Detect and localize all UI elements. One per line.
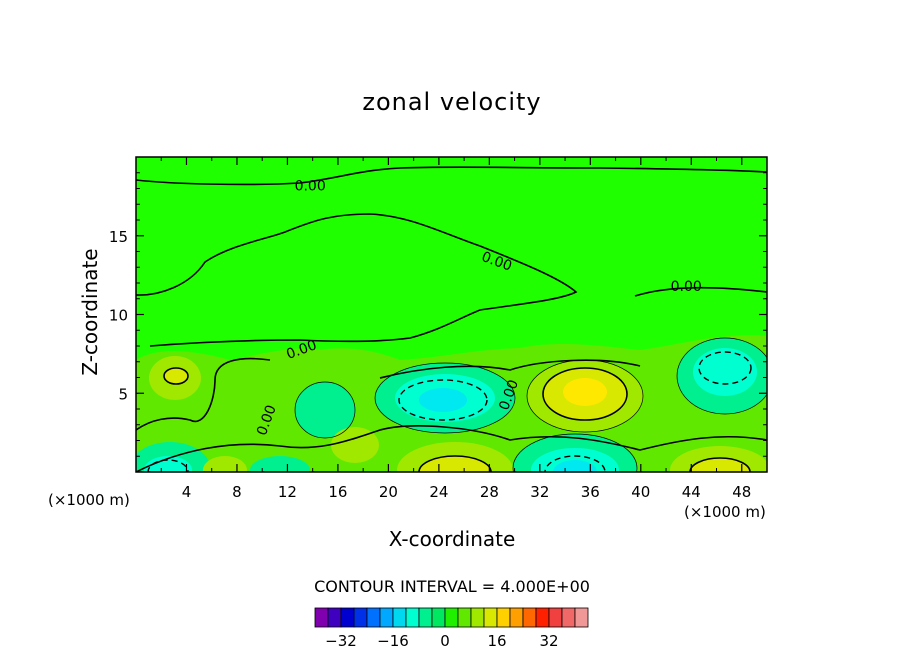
colorbar-swatch xyxy=(405,607,420,628)
max-region-35-core xyxy=(563,378,607,406)
contour-max-bottom-25 xyxy=(418,455,492,472)
colorbar-swatch xyxy=(444,607,459,628)
contour-mid xyxy=(379,359,641,379)
colorbar-swatch xyxy=(548,607,563,628)
y-tick-label: 10 xyxy=(109,307,128,325)
thin-contour-46 xyxy=(676,337,767,415)
contour-max-35 xyxy=(542,367,628,421)
min-region-24-core xyxy=(419,388,467,412)
contour-zero-right xyxy=(634,286,767,297)
max-region-bottom-8 xyxy=(203,456,247,472)
x-tick-label: 40 xyxy=(631,483,650,501)
min-region-bottom-4-inner xyxy=(144,456,192,472)
x-tick-label: 16 xyxy=(328,483,347,501)
colorbar-tick-label: 16 xyxy=(487,632,506,650)
colorbar-swatch xyxy=(366,607,381,628)
y-axis-label: Z-coordinate xyxy=(78,248,102,376)
y-tick-label: 5 xyxy=(118,385,128,403)
contour-lower-left xyxy=(136,357,271,431)
x-unit-label-left: (×1000 m) xyxy=(48,491,130,509)
colorbar-tick-label: −32 xyxy=(325,632,357,650)
colorbar-swatch xyxy=(327,607,342,628)
x-tick-label: 44 xyxy=(682,483,701,501)
contour-max-bottom-47 xyxy=(689,457,751,472)
colorbar-swatch xyxy=(509,607,524,628)
x-tick-label: 20 xyxy=(379,483,398,501)
contour-max-3 xyxy=(163,367,189,385)
colorbar-tick-label: 32 xyxy=(539,632,558,650)
x-tick-label: 24 xyxy=(429,483,448,501)
x-unit-label-right: (×1000 m) xyxy=(684,503,766,521)
contour-bottom xyxy=(136,425,767,472)
colorbar-swatch xyxy=(561,607,576,628)
dashed-min-bottom-35 xyxy=(544,455,606,472)
max-region-15 xyxy=(331,427,379,463)
max-region-bottom-25-core xyxy=(419,456,491,472)
max-region-bottom-47-core xyxy=(690,458,750,472)
thin-contour-35 xyxy=(526,359,644,433)
contour-interval-label: CONTOUR INTERVAL = 4.000E+00 xyxy=(314,577,590,596)
min-region-13 xyxy=(295,382,355,438)
colorbar-swatch xyxy=(314,607,329,628)
x-axis-label: X-coordinate xyxy=(388,527,516,551)
colorbar-swatch xyxy=(535,607,550,628)
min-region-46-inner xyxy=(693,348,757,396)
colorbar-swatch xyxy=(340,607,355,628)
upper-zero-region xyxy=(136,157,767,184)
colorbar-tick-label: 0 xyxy=(440,632,450,650)
x-tick-label: 12 xyxy=(278,483,297,501)
colorbar-swatch xyxy=(470,607,485,628)
contour-zero-main xyxy=(136,213,578,347)
chart-title: zonal velocity xyxy=(362,88,542,116)
colorbar-swatch xyxy=(522,607,537,628)
x-tick-label: 4 xyxy=(182,483,192,501)
thin-contour-bottom-35 xyxy=(512,433,638,472)
max-region-3-core xyxy=(164,368,188,384)
colorbar-swatch xyxy=(392,607,407,628)
contour-label: 0.00 xyxy=(671,279,702,295)
colorbar-swatch xyxy=(418,607,433,628)
min-region-bottom-12 xyxy=(250,456,310,472)
x-tick-label: 48 xyxy=(732,483,751,501)
contour-label: 0.00 xyxy=(295,178,326,194)
thin-contour-13 xyxy=(294,381,356,439)
x-tick-label: 32 xyxy=(530,483,549,501)
dashed-min-46 xyxy=(698,351,752,385)
colorbar-swatch xyxy=(496,607,511,628)
colorbar-swatch xyxy=(379,607,394,628)
colorbar-swatch xyxy=(457,607,472,628)
x-tick-label: 28 xyxy=(480,483,499,501)
contour-upper xyxy=(136,166,767,186)
min-region-bottom-35-core xyxy=(553,460,597,472)
dashed-min-24 xyxy=(398,379,488,421)
colorbar-swatch xyxy=(353,607,368,628)
colorbar-swatch xyxy=(574,607,589,628)
colorbar-swatch xyxy=(483,607,498,628)
colorbar-tick-label: −16 xyxy=(377,632,409,650)
thin-contour-24 xyxy=(374,362,516,434)
x-tick-label: 36 xyxy=(581,483,600,501)
y-tick-label: 15 xyxy=(109,228,128,246)
colorbar-swatch xyxy=(431,607,446,628)
x-tick-label: 8 xyxy=(232,483,242,501)
